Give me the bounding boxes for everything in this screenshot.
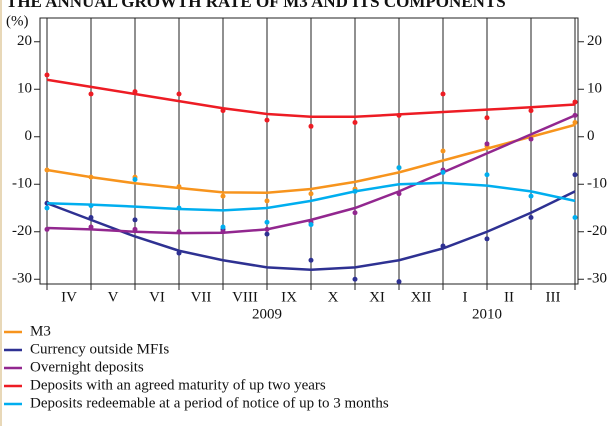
data-point <box>132 226 138 232</box>
data-point <box>572 215 578 220</box>
data-point <box>132 89 138 95</box>
data-point <box>220 193 226 199</box>
data-point <box>396 112 402 118</box>
x-tick-label: VI <box>149 289 165 305</box>
data-point <box>440 169 446 175</box>
data-point <box>264 117 270 123</box>
data-point <box>132 177 138 182</box>
data-point <box>132 217 138 223</box>
data-point <box>440 91 446 97</box>
data-point <box>44 72 50 78</box>
data-point <box>528 108 534 114</box>
data-point <box>528 215 534 220</box>
y2-tick-label: 10 <box>587 81 602 97</box>
data-point <box>572 172 578 178</box>
data-point <box>484 236 490 242</box>
data-point <box>484 115 490 121</box>
data-point <box>396 279 402 285</box>
x-tick-label: II <box>504 289 514 305</box>
data-point <box>176 184 182 190</box>
x-tick-label: III <box>546 289 561 305</box>
y-tick-label: -10 <box>12 176 32 192</box>
x-tick-label: VIII <box>232 289 258 305</box>
data-point <box>220 224 226 230</box>
data-point <box>44 226 50 232</box>
chart-title: THE ANNUAL GROWTH RATE OF M3 AND ITS COM… <box>6 0 506 11</box>
legend-label: Deposits redeemable at a period of notic… <box>30 395 389 411</box>
x-tick-label: IX <box>281 289 297 305</box>
data-point <box>396 191 402 197</box>
data-point <box>88 224 94 230</box>
x-tick-label: VII <box>191 289 212 305</box>
x-tick-label: I <box>463 289 468 305</box>
y2-tick-label: -30 <box>587 271 607 287</box>
y2-tick-label: -20 <box>587 223 607 239</box>
data-point <box>88 174 94 180</box>
data-point <box>176 229 182 235</box>
x-tick-label: IV <box>61 289 77 305</box>
data-point <box>484 172 490 178</box>
legend-label: M3 <box>30 323 51 339</box>
data-point <box>264 231 270 237</box>
legend-label: Currency outside MFIs <box>30 341 169 357</box>
data-point <box>352 188 358 194</box>
data-point <box>396 165 402 171</box>
data-point <box>88 91 94 97</box>
legend-label: Overnight deposits <box>30 359 144 375</box>
data-point <box>528 193 534 199</box>
data-point <box>44 205 50 211</box>
data-point <box>484 141 490 147</box>
data-point <box>308 123 314 129</box>
legend-label: Deposits with an agreed maturity of up t… <box>30 377 326 393</box>
data-point <box>308 222 314 228</box>
data-point <box>264 198 270 204</box>
data-point <box>220 108 226 114</box>
data-point <box>176 91 182 97</box>
data-point <box>572 112 578 118</box>
data-point <box>528 136 534 142</box>
y-tick-label: 0 <box>25 128 33 144</box>
y2-tick-label: -10 <box>587 176 607 192</box>
trend-line <box>46 190 576 272</box>
data-point <box>308 191 314 197</box>
data-point <box>440 243 446 249</box>
data-point <box>44 167 50 173</box>
data-point <box>88 215 94 220</box>
data-point <box>572 120 578 125</box>
y2-tick-label: 0 <box>587 128 595 144</box>
year-label: 2010 <box>472 306 502 322</box>
data-point <box>308 257 314 263</box>
data-point <box>352 210 358 216</box>
data-point <box>88 203 94 209</box>
data-point <box>176 250 182 256</box>
y-tick-label: -30 <box>12 271 32 287</box>
data-point <box>352 276 358 282</box>
x-tick-label: V <box>108 289 119 305</box>
plot-frame <box>39 17 579 285</box>
data-point <box>572 99 578 105</box>
data-point <box>264 219 270 225</box>
y-axis-label: (%) <box>6 13 29 29</box>
x-tick-label: XI <box>369 289 385 305</box>
data-point <box>264 226 270 232</box>
year-label: 2009 <box>252 306 282 322</box>
y-tick-label: 10 <box>17 81 32 97</box>
y-tick-label: 20 <box>17 33 32 49</box>
y2-tick-label: 20 <box>587 33 602 49</box>
x-tick-label: X <box>328 289 339 305</box>
data-point <box>440 148 446 154</box>
x-tick-label: XII <box>411 289 432 305</box>
trend-line <box>46 181 576 212</box>
data-point <box>176 205 182 211</box>
y-tick-label: -20 <box>12 223 32 239</box>
data-point <box>220 229 226 235</box>
data-point <box>352 120 358 125</box>
